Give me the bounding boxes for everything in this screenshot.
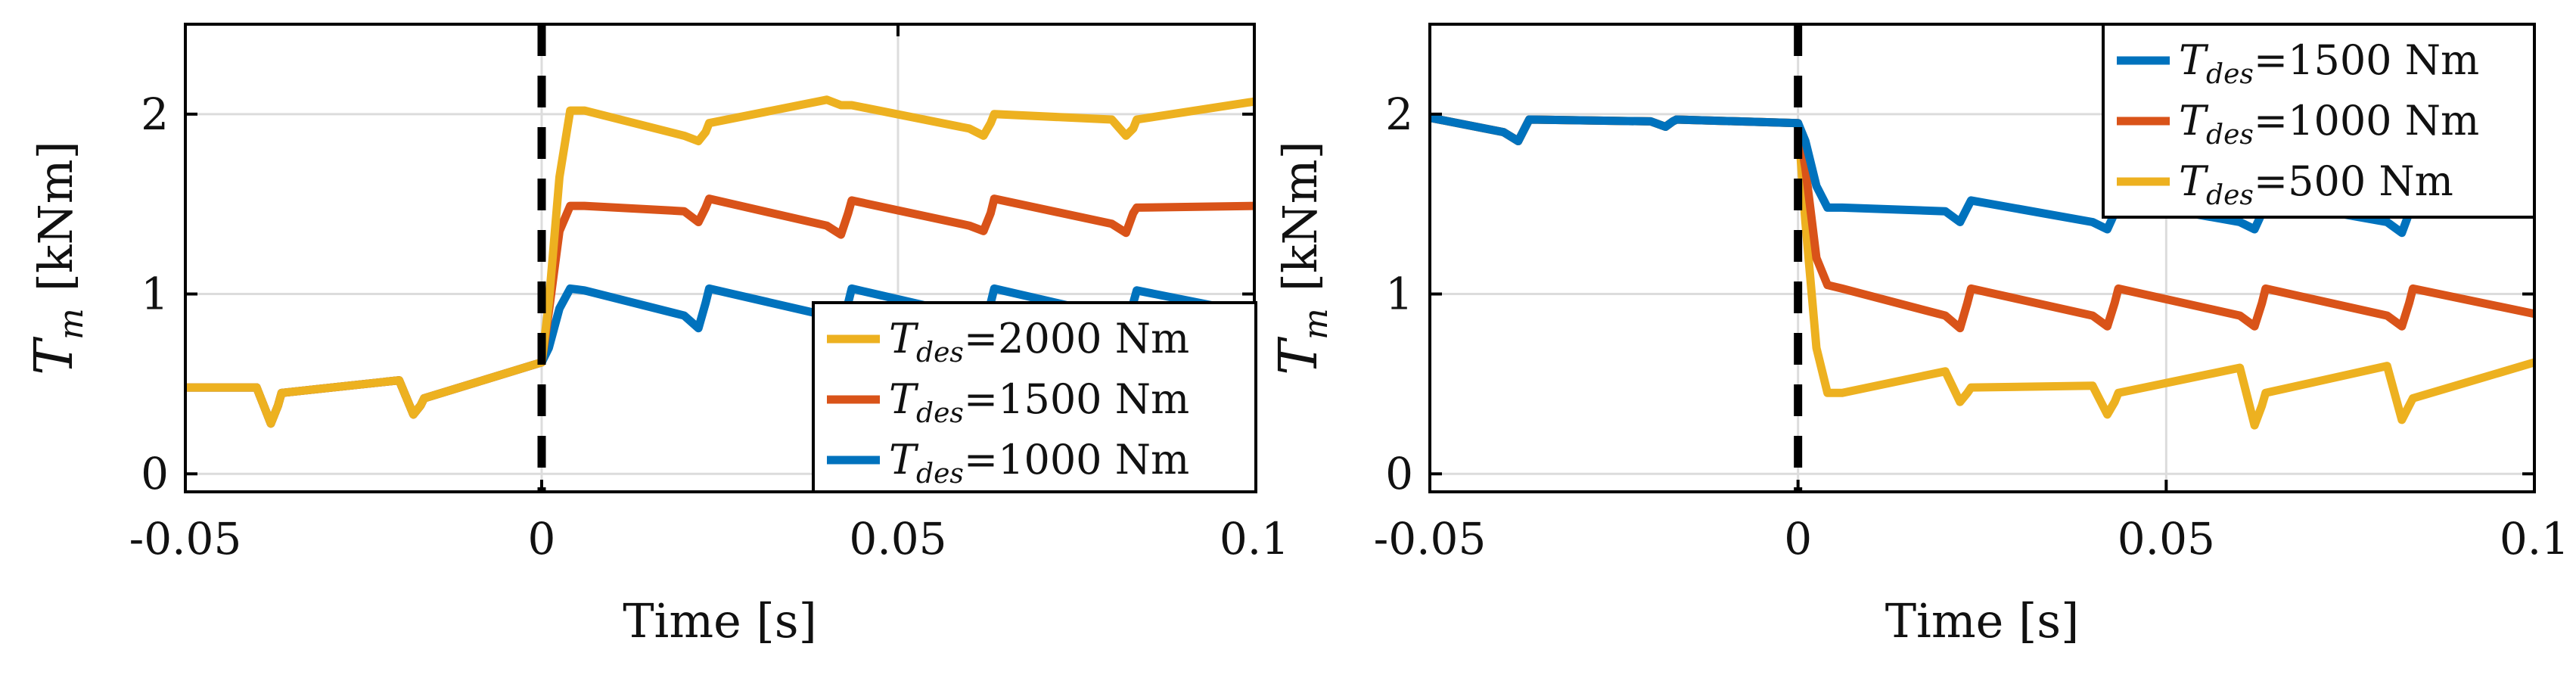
legend-label-2: Tdes=1000 Nm	[2179, 97, 2479, 151]
legend-value: =500 Nm	[2254, 157, 2453, 205]
legend-subscript: des	[2206, 59, 2254, 90]
y-axis-symbol: T	[23, 337, 85, 375]
y-axis-unit: [kNm]	[1272, 141, 1328, 291]
x-tick-label-0: -0.05	[1374, 513, 1487, 564]
legend-symbol: T	[889, 436, 919, 484]
legend-subscript: des	[916, 337, 964, 368]
y-tick-label-1: 1	[141, 269, 169, 320]
y-axis-symbol: T	[1267, 337, 1329, 375]
y-tick-label-2: 2	[1385, 89, 1413, 140]
x-axis-title: Time [s]	[623, 593, 817, 648]
legend-label-1: Tdes=2000 Nm	[889, 315, 1189, 368]
y-tick-label-1: 1	[1385, 269, 1413, 320]
legend-box	[2102, 23, 2536, 219]
x-tick-label-2: 0.05	[2118, 513, 2215, 564]
legend-value: =1500 Nm	[2254, 36, 2479, 84]
legend-subscript: des	[2206, 120, 2254, 151]
legend-symbol: T	[2179, 157, 2209, 205]
legend-symbol: T	[2179, 36, 2209, 84]
y-axis-unit: [kNm]	[28, 141, 83, 291]
legend-subscript: des	[916, 398, 964, 429]
legend-subscript: des	[2206, 180, 2254, 211]
x-tick-label-3: 0.1	[1220, 513, 1289, 564]
x-tick-label-2: 0.05	[849, 513, 946, 564]
y-axis-title: Tm [kNm]	[1267, 141, 1335, 375]
x-tick-label-3: 0.1	[2500, 513, 2569, 564]
y-axis-subscript: m	[1297, 308, 1335, 340]
x-axis-title: Time [s]	[1885, 593, 2080, 648]
legend-box	[812, 301, 1257, 493]
axes-box	[184, 23, 1256, 493]
legend-symbol: T	[889, 375, 919, 423]
y-axis-title: Tm [kNm]	[23, 141, 91, 375]
x-tick-label-1: 0	[1784, 513, 1812, 564]
y-tick-label-0: 0	[1385, 448, 1413, 499]
legend-value: =1500 Nm	[964, 375, 1189, 423]
legend-value: =1000 Nm	[2254, 97, 2479, 145]
series-line-1	[185, 95, 1254, 428]
y-axis-subscript: m	[52, 308, 91, 340]
legend-symbol: T	[2179, 97, 2209, 145]
x-tick-label-1: 0	[528, 513, 556, 564]
legend-symbol: T	[889, 315, 919, 362]
legend-subscript: des	[916, 459, 964, 490]
legend-label-1: Tdes=1500 Nm	[2179, 36, 2479, 90]
y-tick-label-2: 2	[141, 89, 169, 140]
legend-label-3: Tdes=500 Nm	[2179, 157, 2453, 211]
x-tick-label-0: -0.05	[129, 513, 242, 564]
legend-label-3: Tdes=1000 Nm	[889, 436, 1189, 490]
legend-value: =2000 Nm	[964, 315, 1189, 362]
axes-box	[1428, 23, 2536, 493]
legend-value: =1000 Nm	[964, 436, 1189, 484]
legend-label-2: Tdes=1500 Nm	[889, 375, 1189, 429]
y-tick-label-0: 0	[141, 448, 169, 499]
